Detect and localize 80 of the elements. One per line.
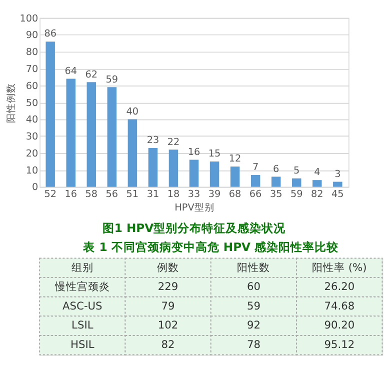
bar xyxy=(292,178,302,187)
data-label: 22 xyxy=(167,136,180,148)
data-label: 12 xyxy=(228,154,242,165)
caption: 图1 HPV型别分布特征及感染状况 xyxy=(102,221,287,236)
bar xyxy=(271,176,281,187)
x-tick-label: 82 xyxy=(310,188,324,200)
text: 229 xyxy=(158,280,178,294)
x-tick-label: 39 xyxy=(208,188,221,200)
text: 95.12 xyxy=(324,338,355,352)
data-label: 15 xyxy=(208,148,221,160)
data-label: 4 xyxy=(314,167,320,178)
x-tick-label: 52 xyxy=(44,188,56,200)
x-tick-label: 18 xyxy=(167,188,180,200)
text: 90.20 xyxy=(324,318,355,332)
category-label: 阳性数 xyxy=(237,260,270,274)
x-tick-label: 56 xyxy=(106,188,118,200)
bar xyxy=(148,148,158,187)
y-tick-label: 60 xyxy=(26,80,38,92)
data-label: 40 xyxy=(126,106,139,118)
x-tick-label: 59 xyxy=(290,188,303,200)
y-tick-label: 10 xyxy=(26,165,38,176)
x-tick-label: 66 xyxy=(249,188,262,200)
bar xyxy=(168,150,178,187)
y-tick-label: 70 xyxy=(26,64,38,75)
x-tick-label: 16 xyxy=(64,188,78,200)
data-label: 64 xyxy=(64,66,78,77)
bar xyxy=(250,175,260,187)
bar xyxy=(66,78,76,187)
bar xyxy=(333,182,342,187)
bar xyxy=(128,119,138,187)
y-tick-label: 100 xyxy=(20,13,38,24)
text: 78 xyxy=(246,338,260,352)
category-label: HSIL xyxy=(70,338,94,352)
bar xyxy=(312,180,322,187)
x-tick-label: 51 xyxy=(126,188,139,200)
y-axis-title: 阳性例数 xyxy=(4,82,17,123)
category-label: 例数 xyxy=(157,260,180,274)
x-tick-label: 68 xyxy=(228,188,242,200)
text: 60 xyxy=(246,280,260,294)
data-label: 3 xyxy=(334,168,341,180)
data-label: 5 xyxy=(294,166,300,177)
y-tick-label: 20 xyxy=(26,148,38,160)
y-tick-label: 90 xyxy=(26,30,38,42)
text: 92 xyxy=(246,318,260,332)
x-axis-title: HPV型别 xyxy=(174,201,214,214)
y-tick-label: 80 xyxy=(26,47,38,58)
x-tick-label: 58 xyxy=(85,188,98,200)
category-label: 组别 xyxy=(71,260,94,274)
y-tick-label: 40 xyxy=(26,114,38,126)
data-label: 6 xyxy=(273,164,280,175)
data-label: 16 xyxy=(188,146,200,158)
category-label: 慢性宫颈炎 xyxy=(54,280,110,294)
data-label: 7 xyxy=(252,162,259,174)
text: 79 xyxy=(161,299,175,312)
data-label: 59 xyxy=(106,74,118,86)
text: 102 xyxy=(158,318,178,332)
data-label: 62 xyxy=(85,69,98,80)
category-label: 阳性率 (%) xyxy=(312,260,367,274)
y-tick-label: 0 xyxy=(32,182,38,194)
x-tick-label: 45 xyxy=(332,188,344,200)
x-tick-label: 33 xyxy=(188,188,200,200)
bar xyxy=(210,161,220,187)
bar xyxy=(107,87,117,187)
category-label: ASC-US xyxy=(62,299,102,312)
text: 74.68 xyxy=(324,299,355,312)
category-label: LSIL xyxy=(72,318,94,332)
x-tick-label: 31 xyxy=(146,188,160,200)
bar xyxy=(230,166,240,187)
data-label: 23 xyxy=(146,135,160,146)
category-label: 59 xyxy=(246,299,260,312)
text: 82 xyxy=(161,338,175,352)
text: 表 1 不同宫颈病变中高危 HPV 感染阳性率比较 xyxy=(82,240,340,254)
y-tick-label: 50 xyxy=(26,98,38,109)
text: 26.20 xyxy=(324,280,355,294)
bar xyxy=(189,160,199,187)
x-tick-label: 35 xyxy=(270,188,282,200)
bar xyxy=(86,82,96,187)
data-label: 86 xyxy=(44,28,56,40)
bar xyxy=(46,42,55,187)
y-tick-label: 30 xyxy=(26,132,38,143)
